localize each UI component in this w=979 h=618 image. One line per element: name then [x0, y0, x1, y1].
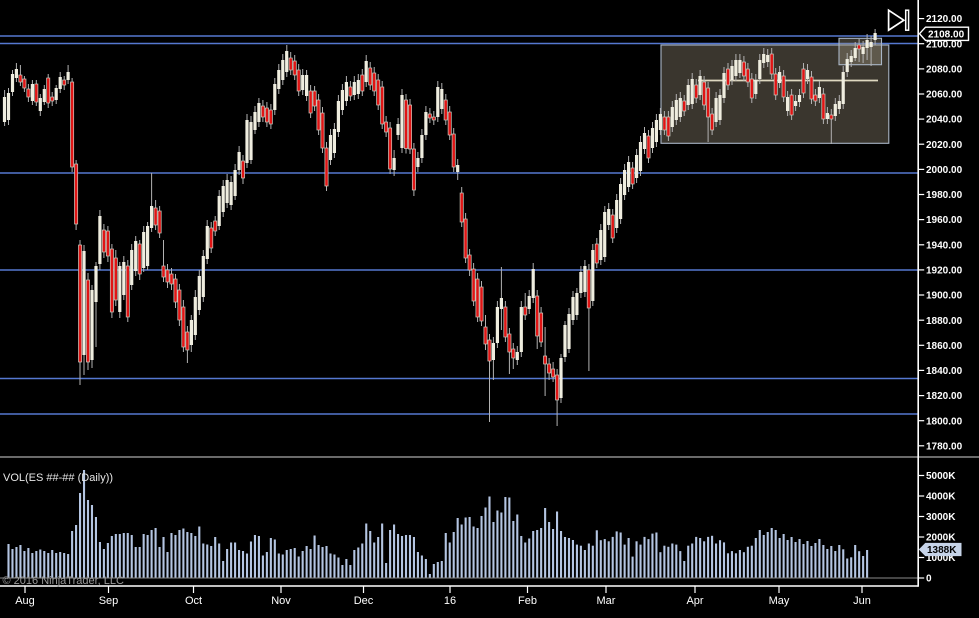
- svg-text:1900.00: 1900.00: [926, 291, 963, 302]
- svg-text:1840.00: 1840.00: [926, 366, 963, 377]
- svg-text:Jun: Jun: [853, 595, 871, 607]
- svg-text:4000K: 4000K: [926, 492, 956, 503]
- svg-text:2100.00: 2100.00: [926, 39, 963, 50]
- svg-text:May: May: [769, 595, 790, 607]
- svg-text:2120.00: 2120.00: [926, 14, 963, 25]
- svg-text:Mar: Mar: [597, 595, 616, 607]
- svg-text:3000K: 3000K: [926, 512, 956, 523]
- svg-text:2040.00: 2040.00: [926, 115, 963, 126]
- svg-text:2000K: 2000K: [926, 533, 956, 544]
- svg-text:1940.00: 1940.00: [926, 240, 963, 251]
- svg-text:1960.00: 1960.00: [926, 215, 963, 226]
- svg-text:Apr: Apr: [686, 595, 703, 607]
- svg-text:1880.00: 1880.00: [926, 316, 963, 327]
- svg-text:Nov: Nov: [271, 595, 291, 607]
- svg-text:Sep: Sep: [99, 595, 119, 607]
- svg-text:2060.00: 2060.00: [926, 90, 963, 101]
- svg-text:1780.00: 1780.00: [926, 441, 963, 452]
- svg-text:2108.00: 2108.00: [928, 29, 965, 40]
- svg-text:16: 16: [444, 595, 456, 607]
- svg-text:Feb: Feb: [518, 595, 537, 607]
- svg-text:5000K: 5000K: [926, 471, 956, 482]
- svg-text:Aug: Aug: [15, 595, 35, 607]
- svg-text:1000K: 1000K: [926, 553, 956, 564]
- svg-text:2020.00: 2020.00: [926, 140, 963, 151]
- svg-text:1920.00: 1920.00: [926, 266, 963, 277]
- svg-text:2080.00: 2080.00: [926, 65, 963, 76]
- svg-text:1800.00: 1800.00: [926, 416, 963, 427]
- svg-text:VOL(ES ##-## (Daily)): VOL(ES ##-## (Daily)): [3, 472, 113, 484]
- svg-text:1820.00: 1820.00: [926, 391, 963, 402]
- svg-text:0: 0: [926, 574, 932, 585]
- svg-text:Dec: Dec: [354, 595, 374, 607]
- svg-text:© 2016 NinjaTrader, LLC: © 2016 NinjaTrader, LLC: [3, 575, 124, 587]
- svg-text:1860.00: 1860.00: [926, 341, 963, 352]
- svg-text:1388K: 1388K: [927, 545, 957, 556]
- svg-text:Oct: Oct: [185, 595, 202, 607]
- svg-text:1980.00: 1980.00: [926, 190, 963, 201]
- svg-text:2000.00: 2000.00: [926, 165, 963, 176]
